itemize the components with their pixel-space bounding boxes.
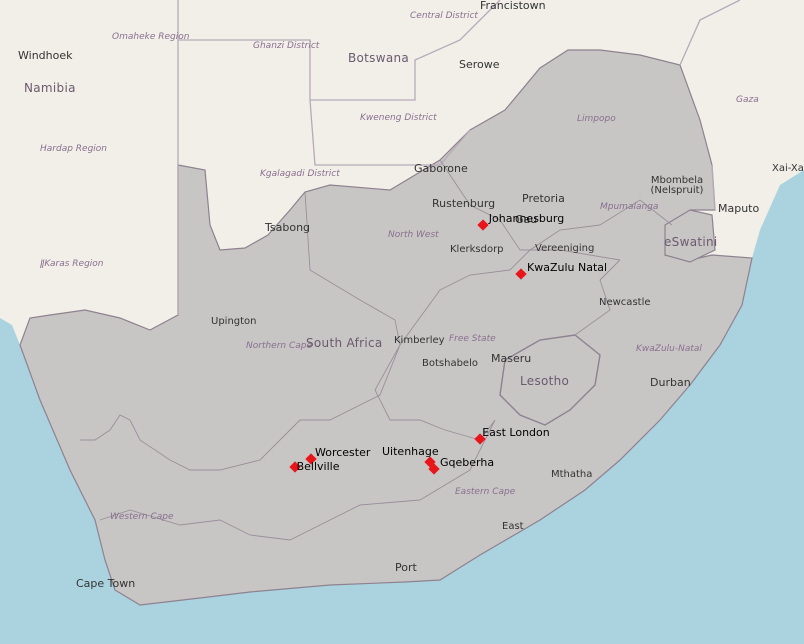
region-label-kwazulu-natal: KwaZulu-Natal bbox=[636, 344, 702, 354]
city-label-pretoria: Pretoria bbox=[522, 192, 565, 205]
country-label-botswana: Botswana bbox=[348, 51, 410, 65]
region-label-northern-cape: Northern Cape bbox=[246, 341, 313, 351]
city-label-tsabong: Tsabong bbox=[265, 221, 311, 234]
region-label-omaheke: Omaheke Region bbox=[112, 32, 190, 42]
country-label-south-africa: South Africa bbox=[306, 336, 383, 350]
country-label-namibia: Namibia bbox=[24, 81, 76, 95]
city-label-upington: Upington bbox=[211, 316, 257, 327]
city-label-maputo: Maputo bbox=[718, 202, 760, 215]
region-label-ghanzi: Ghanzi District bbox=[253, 41, 320, 51]
region-label-kweneng: Kweneng District bbox=[360, 113, 437, 123]
region-label-kgalagadi: Kgalagadi District bbox=[260, 169, 340, 179]
location-marker-label: Bellville bbox=[296, 459, 340, 473]
location-marker-label: Worcester bbox=[315, 445, 371, 459]
city-label-mthatha: Mthatha bbox=[551, 469, 593, 480]
lesotho-area bbox=[499, 334, 601, 426]
province-border bbox=[80, 159, 673, 541]
city-label-newcastle: Newcastle bbox=[599, 297, 651, 308]
region-label-western-cape: Western Cape bbox=[110, 512, 174, 522]
city-label-east: East bbox=[502, 521, 524, 532]
region-label-limpopo: Limpopo bbox=[577, 114, 616, 124]
location-marker-label: Gqeberha bbox=[440, 455, 495, 469]
city-label-port: Port bbox=[395, 561, 417, 574]
country-border bbox=[679, 0, 741, 211]
city-label-francistown: Francistown bbox=[480, 0, 546, 12]
region-label-free-state: Free State bbox=[449, 334, 496, 344]
city-label-botshabelo: Botshabelo bbox=[422, 358, 478, 369]
location-marker-label: KwaZulu Natal bbox=[527, 261, 608, 275]
region-label-central-district: Central District bbox=[410, 11, 478, 21]
city-label-mbombela: Mbombela (Nelspruit) bbox=[650, 175, 704, 196]
city-label-rustenburg: Rustenburg bbox=[432, 197, 496, 210]
city-label-kimberley: Kimberley bbox=[394, 335, 445, 346]
region-label-hardap: Hardap Region bbox=[40, 144, 107, 154]
location-marker-label: East London bbox=[482, 426, 550, 440]
region-label-gaza: Gaza bbox=[736, 95, 759, 105]
city-label-durban: Durban bbox=[650, 376, 691, 389]
region-label-mpumalanga: Mpumalanga bbox=[600, 202, 659, 212]
city-label-klerksdorp: Klerksdorp bbox=[450, 244, 504, 255]
eswatini-area bbox=[664, 209, 716, 263]
city-label-xai-xai: Xai-Xai bbox=[772, 163, 804, 174]
country-border bbox=[177, 0, 501, 315]
country-label-lesotho: Lesotho bbox=[520, 374, 570, 388]
city-label-cape-town: Cape Town bbox=[76, 577, 136, 590]
location-marker-label: Johannesburg bbox=[488, 212, 565, 226]
city-label-vereeniging: Vereeniging bbox=[535, 243, 595, 254]
city-label-gaborone: Gaborone bbox=[414, 162, 468, 175]
city-label-maseru: Maseru bbox=[491, 352, 532, 365]
south-africa-area bbox=[19, 49, 753, 606]
city-label-gauteng: Gau bbox=[515, 213, 538, 226]
country-label-eswatini: eSwatini bbox=[664, 235, 718, 249]
city-label-serowe: Serowe bbox=[459, 58, 500, 71]
location-marker-label: Uitenhage bbox=[382, 445, 439, 459]
region-label-karas: ǁKaras Region bbox=[40, 259, 104, 269]
region-label-eastern-cape: Eastern Cape bbox=[455, 487, 516, 497]
city-label-windhoek: Windhoek bbox=[18, 49, 73, 62]
region-label-north-west: North West bbox=[388, 230, 439, 240]
